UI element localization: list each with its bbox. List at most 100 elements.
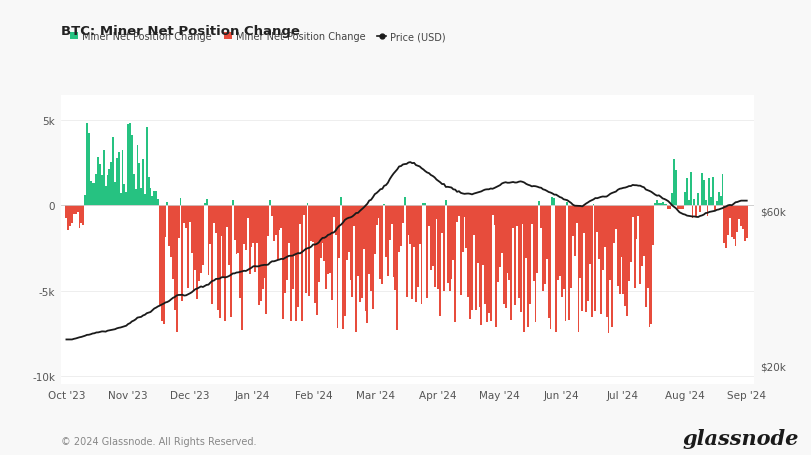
Bar bbox=[480, 206, 483, 325]
Bar bbox=[654, 203, 656, 206]
Bar bbox=[355, 206, 357, 332]
Bar bbox=[169, 206, 170, 247]
Bar bbox=[252, 206, 255, 243]
Bar bbox=[269, 200, 271, 206]
Bar bbox=[514, 206, 516, 305]
Bar bbox=[206, 200, 208, 206]
Bar bbox=[273, 206, 275, 242]
Bar bbox=[563, 206, 564, 289]
Bar bbox=[84, 196, 86, 206]
Bar bbox=[626, 206, 628, 316]
Bar bbox=[593, 204, 594, 206]
Bar bbox=[430, 206, 431, 271]
Bar bbox=[746, 206, 748, 239]
Bar bbox=[152, 197, 153, 206]
Bar bbox=[569, 206, 570, 320]
Bar bbox=[378, 206, 380, 219]
Bar bbox=[526, 206, 527, 258]
Bar bbox=[572, 206, 574, 237]
Bar bbox=[325, 206, 327, 289]
Bar bbox=[520, 206, 521, 312]
Bar bbox=[650, 206, 652, 325]
Bar bbox=[619, 206, 620, 294]
Bar bbox=[148, 178, 149, 206]
Bar bbox=[740, 206, 742, 227]
Bar bbox=[484, 206, 486, 304]
Bar bbox=[208, 206, 209, 275]
Bar bbox=[278, 206, 281, 231]
Bar bbox=[460, 206, 461, 296]
Bar bbox=[200, 206, 202, 273]
Bar bbox=[165, 206, 166, 238]
Bar bbox=[486, 206, 488, 322]
Bar bbox=[611, 206, 613, 327]
Bar bbox=[428, 206, 430, 226]
Bar bbox=[599, 206, 600, 260]
Bar bbox=[448, 206, 451, 291]
Bar bbox=[275, 206, 277, 235]
Bar bbox=[367, 206, 368, 323]
Bar bbox=[198, 206, 200, 281]
Bar bbox=[447, 206, 448, 283]
Bar bbox=[521, 206, 523, 224]
Bar bbox=[533, 206, 534, 281]
Bar bbox=[243, 206, 245, 244]
Bar bbox=[499, 206, 501, 268]
Bar bbox=[337, 206, 338, 328]
Bar bbox=[136, 145, 139, 206]
Bar bbox=[314, 206, 316, 303]
Bar bbox=[149, 188, 152, 206]
Bar bbox=[308, 206, 311, 297]
Bar bbox=[126, 192, 127, 206]
Bar bbox=[101, 175, 103, 206]
Bar bbox=[478, 206, 480, 307]
Bar bbox=[196, 206, 198, 299]
Bar bbox=[400, 206, 402, 247]
Bar bbox=[166, 202, 169, 206]
Bar bbox=[646, 206, 649, 288]
Bar bbox=[577, 206, 580, 332]
Bar bbox=[247, 206, 249, 219]
Bar bbox=[345, 206, 348, 260]
Bar bbox=[473, 206, 474, 236]
Bar bbox=[294, 206, 295, 256]
Bar bbox=[363, 206, 364, 249]
Bar bbox=[288, 206, 290, 243]
Bar bbox=[170, 206, 172, 257]
Bar bbox=[260, 206, 262, 301]
Bar bbox=[239, 206, 241, 298]
Bar bbox=[466, 206, 467, 248]
Bar bbox=[109, 170, 110, 206]
Bar bbox=[129, 124, 131, 206]
Bar bbox=[146, 128, 148, 206]
Bar bbox=[413, 206, 415, 248]
Bar bbox=[384, 204, 385, 206]
Bar bbox=[232, 201, 234, 206]
Bar bbox=[606, 206, 607, 318]
Bar bbox=[736, 206, 738, 233]
Bar bbox=[718, 192, 719, 206]
Bar bbox=[695, 206, 697, 217]
Bar bbox=[501, 206, 503, 253]
Bar bbox=[361, 206, 363, 298]
Bar bbox=[513, 206, 514, 228]
Bar bbox=[574, 206, 576, 257]
Legend: Miner Net Position Change, Miner Net Position Change, Price (USD): Miner Net Position Change, Miner Net Pos… bbox=[66, 28, 449, 46]
Bar bbox=[663, 204, 666, 206]
Bar bbox=[637, 206, 639, 216]
Bar bbox=[140, 188, 142, 206]
Bar bbox=[714, 206, 716, 211]
Bar bbox=[234, 206, 235, 241]
Bar bbox=[607, 206, 609, 334]
Bar bbox=[437, 206, 440, 289]
Bar bbox=[298, 206, 299, 307]
Bar bbox=[679, 206, 680, 210]
Bar bbox=[221, 206, 222, 237]
Bar bbox=[172, 206, 174, 279]
Bar bbox=[333, 206, 335, 217]
Bar bbox=[228, 206, 230, 265]
Bar bbox=[540, 206, 542, 229]
Bar bbox=[235, 206, 238, 255]
Bar bbox=[705, 201, 706, 206]
Bar bbox=[191, 206, 192, 253]
